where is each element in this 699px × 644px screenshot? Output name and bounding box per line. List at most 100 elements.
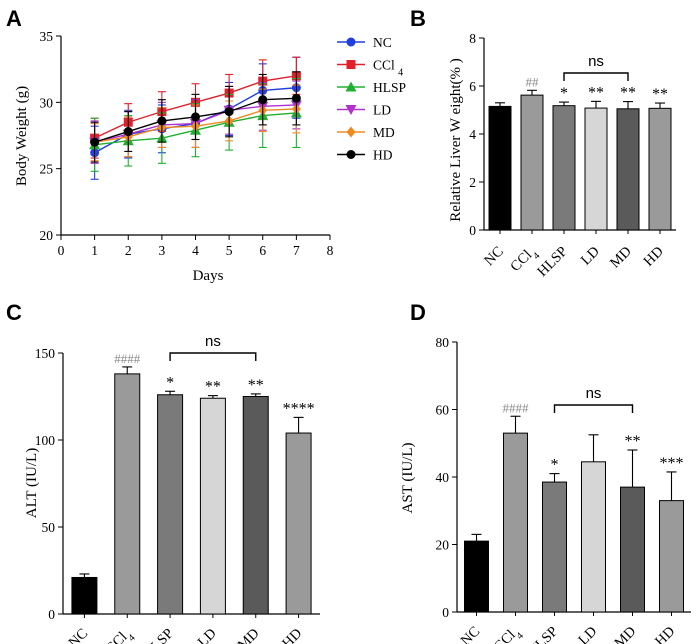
series-hd	[90, 71, 301, 163]
bar	[488, 105, 512, 231]
significance-label: **	[652, 86, 668, 103]
y-tick-label: 150	[35, 346, 56, 361]
bar	[542, 481, 567, 613]
significance-label: **	[620, 85, 636, 102]
significance-label: ####	[114, 351, 141, 366]
significance-label: ####	[503, 400, 530, 415]
x-tick-label: 4	[192, 243, 199, 258]
x-tick-label: NC	[481, 244, 507, 270]
x-tick-label: HD	[652, 624, 678, 644]
x-tick-label: HD	[279, 626, 305, 644]
y-axis-label: Relative Liver W eight(% )	[448, 58, 464, 222]
bar	[620, 486, 645, 613]
x-tick-label: 5	[226, 243, 233, 258]
legend-marker	[346, 37, 356, 47]
panel-letter-c: C	[6, 300, 22, 325]
bar	[581, 461, 606, 613]
bar	[552, 105, 576, 231]
y-tick-label: 50	[42, 520, 56, 535]
y-tick-label: 100	[35, 433, 56, 448]
legend-marker	[346, 126, 356, 138]
legend-label: HD	[373, 148, 393, 163]
x-tick-label: NC	[458, 624, 484, 644]
x-tick-label: LD	[578, 244, 603, 269]
y-tick-label: 0	[48, 607, 55, 622]
legend-label: MD	[373, 125, 395, 140]
x-tick-label: CCl4	[103, 626, 138, 644]
y-tick-label: 0	[442, 605, 449, 620]
bar	[199, 397, 226, 615]
x-axis-label: Days	[193, 268, 224, 284]
y-tick-label: 0	[469, 223, 476, 238]
significance-label: ##	[526, 74, 540, 89]
data-point	[291, 93, 301, 103]
ns-label: ns	[205, 333, 221, 350]
x-tick-label: MD	[235, 626, 263, 644]
significance-label: *	[166, 374, 174, 391]
bar	[71, 576, 98, 615]
x-tick-label: CCl4	[491, 624, 526, 644]
y-tick-label: 40	[436, 470, 450, 485]
panel-letter-d: D	[410, 300, 426, 325]
bar	[503, 432, 528, 613]
x-tick-label: 0	[58, 243, 65, 258]
significance-label: *	[551, 457, 559, 474]
legend-label: NC	[373, 35, 392, 50]
panel-d: D AST (IU/L) 0 20 40 60 80 NC CCl4 #### HLSP * LD M…	[400, 300, 691, 644]
x-tick-label: HLSP	[534, 244, 570, 280]
legend-marker	[345, 105, 357, 115]
x-tick-label: 3	[159, 243, 166, 258]
y-tick-label: 25	[40, 162, 54, 177]
y-tick-label: 20	[40, 228, 54, 243]
x-tick-label: HLSP	[141, 626, 177, 644]
ns-bracket	[563, 72, 629, 81]
data-point	[191, 112, 200, 122]
panel-letter-b: B	[410, 6, 426, 31]
x-tick-label: CCl4	[507, 244, 542, 279]
legend-marker	[346, 150, 356, 159]
y-tick-label: 80	[436, 335, 450, 350]
x-tick-label: 1	[91, 243, 98, 258]
bar	[659, 500, 684, 613]
panel-b: B Relative Liver W eight(% ) 0 2 4 6 8 NC CCl4…	[410, 6, 676, 280]
panel-letter-a: A	[6, 6, 22, 31]
x-tick-label: 6	[259, 243, 266, 258]
significance-label: **	[205, 379, 221, 396]
bar	[157, 394, 184, 615]
x-tick-label: NC	[66, 626, 92, 644]
significance-label: ***	[660, 455, 684, 472]
x-tick-label: LD	[575, 624, 600, 644]
ns-label: ns	[588, 53, 604, 70]
legend-label: HLSP	[373, 80, 406, 95]
x-tick-label: HLSP	[525, 624, 561, 644]
data-point	[157, 116, 167, 126]
y-tick-label: 6	[469, 79, 476, 94]
ns-bracket	[169, 352, 257, 361]
panel-c: C ALT (IU/L) 0 50 100 150 NC CCl4 #### HLSP * LD *…	[6, 300, 320, 644]
x-tick-label: MD	[611, 624, 639, 644]
significance-label: **	[588, 84, 604, 101]
x-tick-label: 7	[293, 243, 300, 258]
significance-label: **	[248, 377, 264, 394]
significance-label: **	[625, 433, 641, 450]
bar	[114, 373, 141, 615]
bar	[584, 107, 608, 231]
ns-bracket	[553, 404, 634, 413]
x-tick-label: MD	[607, 244, 635, 272]
significance-label: ****	[283, 400, 315, 417]
y-axis-label: AST (IU/L)	[400, 443, 416, 514]
bar	[242, 396, 269, 615]
data-point	[224, 107, 234, 117]
y-tick-label: 4	[469, 127, 476, 142]
y-tick-label: 20	[436, 538, 450, 553]
data-point	[123, 127, 133, 137]
bar	[648, 107, 672, 231]
legend-label: LD	[373, 103, 391, 118]
y-axis-label: ALT (IU/L)	[24, 448, 40, 518]
y-tick-label: 35	[40, 29, 54, 44]
y-tick-label: 60	[436, 403, 450, 418]
x-tick-label: 8	[327, 243, 334, 258]
legend-marker	[346, 60, 356, 69]
